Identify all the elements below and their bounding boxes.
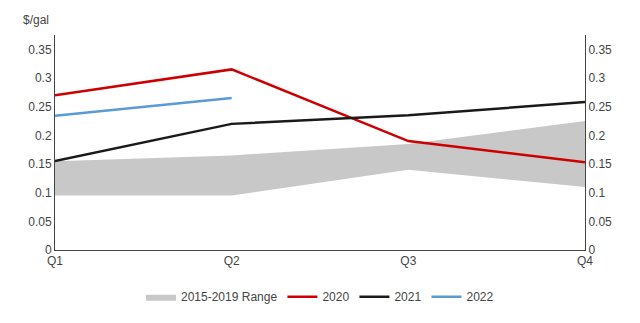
svg-text:0.1: 0.1 [35, 186, 52, 200]
svg-text:0: 0 [588, 243, 595, 257]
svg-text:0: 0 [45, 243, 52, 257]
svg-text:0.05: 0.05 [28, 215, 52, 229]
svg-text:0.2: 0.2 [588, 129, 605, 143]
svg-text:0.25: 0.25 [588, 100, 612, 114]
svg-text:0.05: 0.05 [588, 215, 612, 229]
svg-text:0.2: 0.2 [35, 129, 52, 143]
svg-text:2022: 2022 [466, 290, 493, 304]
svg-text:$/gal: $/gal [23, 13, 49, 27]
svg-text:0.1: 0.1 [588, 186, 605, 200]
svg-text:0.3: 0.3 [35, 71, 52, 85]
svg-text:0.35: 0.35 [588, 43, 612, 57]
svg-text:0.15: 0.15 [28, 157, 52, 171]
svg-text:0.35: 0.35 [28, 43, 52, 57]
svg-text:2015-2019 Range: 2015-2019 Range [181, 290, 277, 304]
svg-text:Q2: Q2 [224, 254, 240, 268]
svg-text:Q4: Q4 [577, 254, 593, 268]
svg-text:Q1: Q1 [47, 254, 63, 268]
svg-text:0.15: 0.15 [588, 157, 612, 171]
svg-text:0.3: 0.3 [588, 71, 605, 85]
svg-text:Q3: Q3 [400, 254, 416, 268]
svg-text:2021: 2021 [394, 290, 421, 304]
svg-text:0.25: 0.25 [28, 100, 52, 114]
svg-text:2020: 2020 [322, 290, 349, 304]
